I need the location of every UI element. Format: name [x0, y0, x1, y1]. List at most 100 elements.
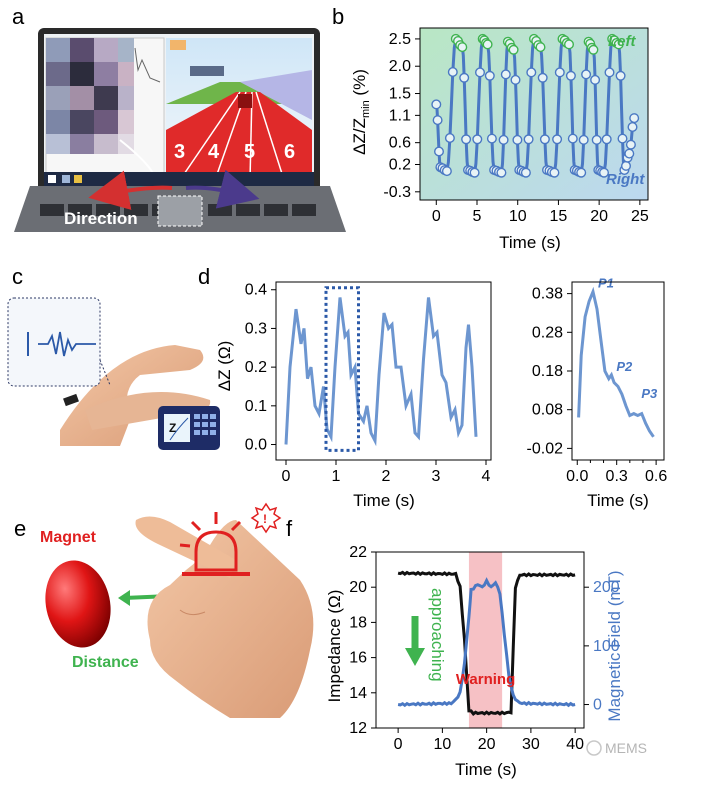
chart-b-point: [447, 66, 458, 77]
y-tick-label: 100: [593, 638, 620, 655]
chart-f: 0 10 20 30 40 12 14 16 18 20 22 0 100 200 Warning a…: [325, 544, 624, 779]
taskbar-icons: [48, 175, 82, 183]
sensor-waveform: [38, 331, 96, 357]
panel-e-magnet: Magnet Distance !: [40, 502, 314, 718]
panel-letter-b: b: [332, 4, 344, 29]
y-tick-label: 18: [349, 614, 367, 631]
magnet-label: Magnet: [40, 529, 97, 546]
peak-label: P1: [598, 276, 614, 291]
y-tick-label: 0.38: [532, 286, 563, 303]
game-icon: [170, 40, 186, 50]
chart-b-point: [508, 44, 519, 55]
chart-b-point: [578, 134, 589, 145]
chart-b-point: [576, 167, 587, 178]
index-finger: [135, 516, 236, 578]
touchpad-highlight: [157, 195, 203, 227]
stands: [240, 70, 312, 120]
chart-b-point: [498, 134, 509, 145]
chart-b-point: [567, 133, 578, 144]
hand-crease: [179, 609, 206, 616]
approaching-arrow-head: [405, 648, 425, 666]
app-window-plot: [134, 47, 161, 83]
chart-f-xlabel: Time (s): [455, 760, 517, 779]
warning-badge: [250, 502, 282, 534]
y-tick-label: -0.02: [527, 440, 564, 457]
warning-band: [468, 552, 503, 728]
y-tick-label: 0.28: [532, 324, 563, 341]
y-tick-label: 0.08: [532, 402, 563, 419]
alarm-light: [194, 530, 238, 572]
approaching-label: approaching: [428, 588, 447, 682]
lane-numbers: 3 4 5 6: [174, 141, 295, 163]
x-tick-label: 5: [473, 208, 482, 225]
chart-b: 0 5 10 15 20 25 -0.3 0.2 0.6 1.1 1.5 2.0 2.5 Time (…: [350, 27, 649, 252]
left-arrow: [88, 170, 173, 210]
x-tick-label: 25: [631, 208, 649, 225]
lane-number: 5: [244, 141, 255, 163]
chart-d-right-xlabel: Time (s): [587, 491, 649, 510]
x-tick-label: 20: [478, 736, 496, 753]
y-tick-label: 14: [349, 685, 367, 702]
chart-d-highlight-box: [324, 286, 360, 452]
wechat-icon: [586, 740, 602, 756]
distance-label: Distance: [72, 654, 139, 671]
y-tick-label: 0.3: [245, 320, 267, 337]
chart-b-point: [432, 115, 443, 126]
chart-b-point: [469, 167, 480, 178]
watermark: MEMS: [586, 740, 647, 756]
chart-b-point: [444, 132, 455, 143]
chart-b-point: [472, 134, 483, 145]
y-tick-label: 12: [349, 720, 367, 737]
y-tick-label: 0.2: [245, 359, 267, 376]
chart-d-right-series-line: [577, 286, 655, 438]
x-tick-label: 15: [550, 208, 568, 225]
peak-label: P2: [616, 359, 633, 374]
lane-number: 6: [284, 141, 295, 163]
warning-label: Warning: [456, 671, 515, 688]
chart-b-point: [621, 160, 632, 171]
chart-b-point: [457, 42, 468, 53]
chart-b-point: [520, 167, 531, 178]
lane-number: 4: [208, 141, 220, 163]
x-tick-label: 0.0: [566, 468, 588, 485]
chart-b-point: [554, 67, 565, 78]
chart-b-point: [537, 72, 548, 83]
watermark-text: MEMS: [605, 740, 647, 756]
x-tick-label: 2: [382, 468, 391, 485]
chart-d-left-xlabel: Time (s): [353, 491, 415, 510]
panel-letter-d: d: [198, 264, 210, 289]
chart-d-left-series-line: [284, 297, 478, 447]
chart-b-point: [459, 72, 470, 83]
chart-d-left-frame: [275, 281, 492, 461]
lane-number: 3: [174, 141, 185, 163]
magnet: [45, 560, 111, 648]
chart-b-point: [624, 148, 635, 159]
chart-b-point: [629, 113, 640, 124]
chart-b-point: [523, 134, 534, 145]
panel-letter-f: f: [286, 516, 293, 541]
inset-leader: [99, 359, 111, 386]
chart-b-point: [486, 133, 497, 144]
chart-b-point: [564, 39, 575, 50]
y-tick-label: 200: [593, 579, 620, 596]
alarm-rays: [179, 512, 242, 548]
chart-b-point: [627, 121, 638, 132]
y-tick-label: 22: [349, 544, 367, 561]
panel-a-laptop: 3 4 5 6 Direction: [14, 28, 346, 232]
analyzer-z-label: Z: [169, 421, 176, 435]
chart-b-left-annotation: Left: [608, 33, 637, 50]
chart-b-point: [599, 167, 610, 178]
chart-b-point: [484, 70, 495, 81]
chart-b-point: [588, 44, 599, 55]
chart-b-point: [431, 99, 442, 110]
chart-b-point: [441, 166, 452, 177]
wrist-sensor: [63, 393, 79, 407]
chart-b-point: [590, 74, 601, 85]
x-tick-label: 40: [566, 736, 584, 753]
x-tick-label: 30: [522, 736, 540, 753]
chart-d-left-ylabel: ΔZ (Ω): [215, 341, 234, 392]
y-tick-label: 0.18: [532, 363, 563, 380]
chart-b-point: [613, 39, 624, 50]
chart-b-point: [461, 134, 472, 145]
